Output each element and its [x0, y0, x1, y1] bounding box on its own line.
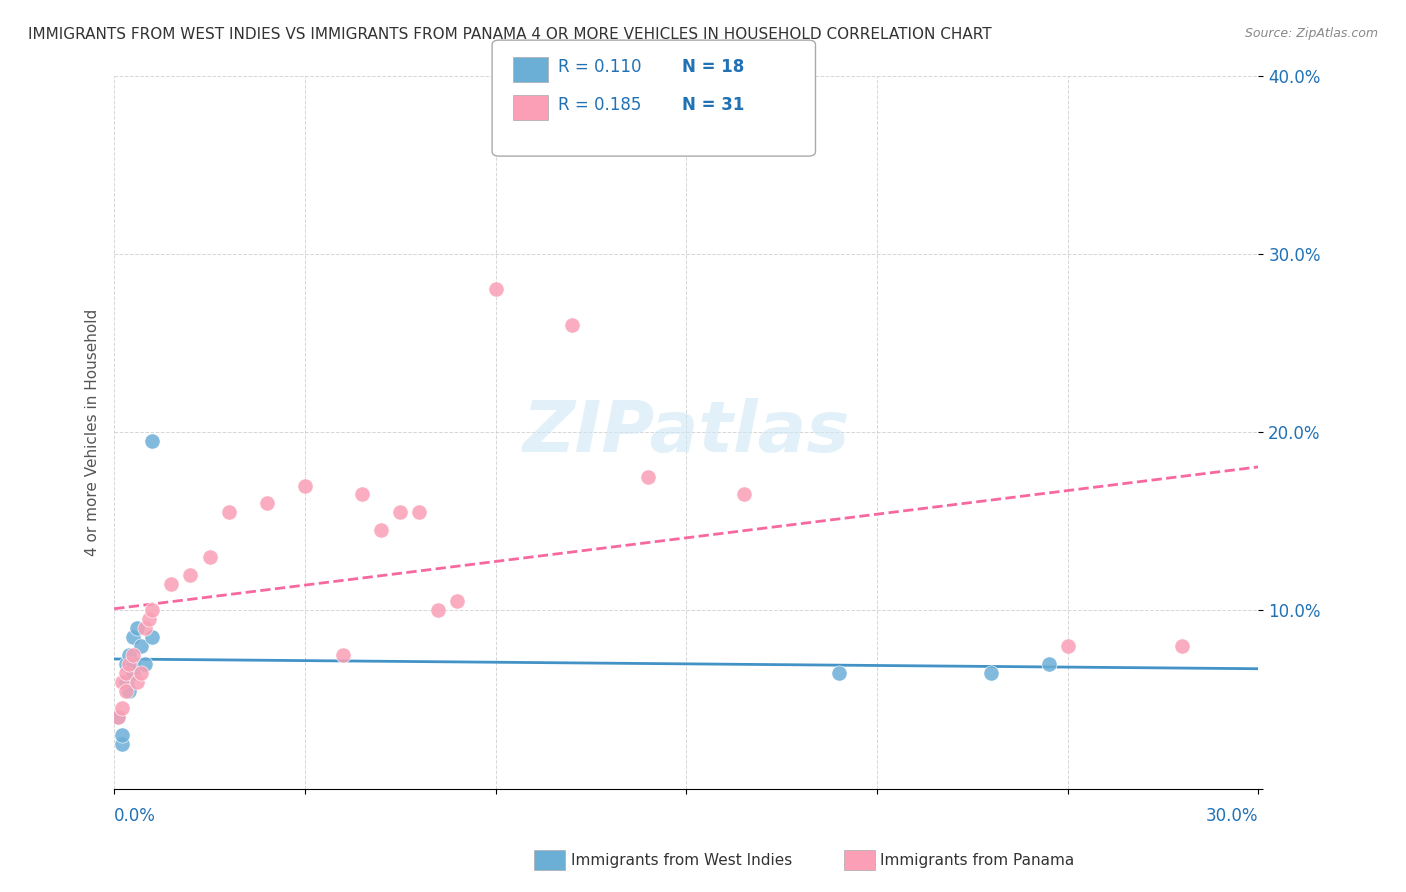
Point	[389, 505, 412, 519]
Text: IMMIGRANTS FROM WEST INDIES VS IMMIGRANTS FROM PANAMA 4 OR MORE VEHICLES IN HOUS: IMMIGRANTS FROM WEST INDIES VS IMMIGRANT…	[28, 27, 991, 42]
Text: 0.0%: 0.0%	[114, 806, 156, 825]
Point	[446, 594, 468, 608]
Point	[141, 630, 163, 644]
Point	[125, 621, 148, 635]
Point	[352, 487, 374, 501]
Point	[122, 657, 145, 671]
Point	[134, 621, 156, 635]
Point	[1056, 639, 1078, 653]
Point	[122, 648, 145, 662]
Point	[111, 737, 134, 751]
Text: R = 0.185: R = 0.185	[558, 96, 641, 114]
Point	[332, 648, 354, 662]
Point	[485, 282, 508, 296]
Text: Immigrants from Panama: Immigrants from Panama	[880, 854, 1074, 868]
Point	[114, 683, 136, 698]
Text: Source: ZipAtlas.com: Source: ZipAtlas.com	[1244, 27, 1378, 40]
Point	[107, 710, 129, 724]
Point	[427, 603, 450, 617]
Point	[118, 683, 141, 698]
Point	[107, 710, 129, 724]
Point	[122, 665, 145, 680]
Point	[114, 665, 136, 680]
Point	[138, 612, 160, 626]
Point	[129, 665, 152, 680]
Point	[408, 505, 430, 519]
Point	[122, 630, 145, 644]
Point	[198, 549, 221, 564]
Text: R = 0.110: R = 0.110	[558, 58, 641, 76]
Point	[370, 523, 392, 537]
Point	[129, 639, 152, 653]
Point	[118, 657, 141, 671]
Point	[1038, 657, 1060, 671]
Point	[980, 665, 1002, 680]
Point	[141, 434, 163, 448]
Point	[294, 478, 316, 492]
Point	[111, 701, 134, 715]
Point	[118, 648, 141, 662]
Point	[134, 657, 156, 671]
Point	[160, 576, 183, 591]
Point	[111, 674, 134, 689]
Point	[828, 665, 851, 680]
Point	[1171, 639, 1194, 653]
Y-axis label: 4 or more Vehicles in Household: 4 or more Vehicles in Household	[86, 309, 100, 556]
Point	[141, 603, 163, 617]
Point	[114, 674, 136, 689]
Text: N = 31: N = 31	[682, 96, 744, 114]
Point	[125, 674, 148, 689]
Point	[256, 496, 278, 510]
Point	[114, 657, 136, 671]
Text: 30.0%: 30.0%	[1206, 806, 1258, 825]
Point	[218, 505, 240, 519]
Text: ZIPatlas: ZIPatlas	[523, 398, 851, 467]
Point	[111, 728, 134, 742]
Point	[561, 318, 583, 332]
Text: Immigrants from West Indies: Immigrants from West Indies	[571, 854, 792, 868]
Point	[179, 567, 201, 582]
Point	[637, 469, 659, 483]
Text: N = 18: N = 18	[682, 58, 744, 76]
Point	[733, 487, 755, 501]
